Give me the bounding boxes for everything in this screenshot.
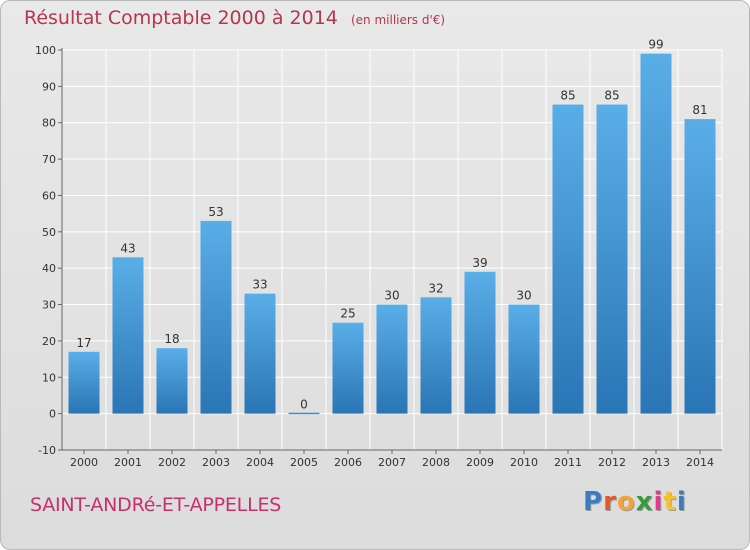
bar-2002 [156, 348, 188, 414]
data-label: 30 [516, 289, 531, 303]
x-tick-label: 2003 [202, 456, 230, 469]
bars [68, 53, 716, 415]
data-label: 81 [692, 103, 707, 117]
bar-2001 [112, 257, 144, 414]
logo-letter: P [583, 487, 604, 517]
x-tick-label: 2014 [686, 456, 714, 469]
x-tick-label: 2000 [70, 456, 98, 469]
data-label: 85 [560, 89, 575, 103]
y-tick-label: 30 [42, 299, 56, 312]
logo-letter: x [635, 487, 654, 517]
x-tick-label: 2013 [642, 456, 670, 469]
bar-2011 [552, 104, 584, 414]
data-label: 33 [252, 278, 267, 292]
data-label: 32 [428, 281, 443, 295]
data-label: 85 [604, 89, 619, 103]
bar-2000 [68, 351, 100, 414]
y-tick-label: 70 [42, 153, 56, 166]
bar-2009 [464, 271, 496, 414]
x-tick-label: 2002 [158, 456, 186, 469]
chart-title-block: Résultat Comptable 2000 à 2014 (en milli… [24, 7, 445, 29]
x-tick-label: 2004 [246, 456, 274, 469]
data-label: 0 [300, 398, 308, 412]
data-label: 25 [340, 307, 355, 321]
y-tick-label: 60 [42, 189, 56, 202]
logo-letter: t [663, 487, 677, 517]
commune-name: SAINT-ANDRé-ET-APPELLES [30, 494, 282, 516]
y-tick-label: 20 [42, 335, 56, 348]
bar-2007 [376, 304, 408, 414]
y-tick-label: 0 [49, 408, 56, 421]
y-tick-label: 40 [42, 262, 56, 275]
x-tick-label: 2007 [378, 456, 406, 469]
logo-letter: i [676, 487, 687, 517]
data-label: 99 [648, 38, 663, 52]
bar-2012 [596, 104, 628, 414]
x-tick-label: 2010 [510, 456, 538, 469]
bar-2006 [332, 322, 364, 414]
x-tick-label: 2009 [466, 456, 494, 469]
x-tick-label: 2001 [114, 456, 142, 469]
data-labels: 17 43 18 53 33 0 25 30 32 39 30 85 85 99 81 [76, 38, 707, 412]
logo-letter: r [603, 487, 617, 517]
y-tick-label: 80 [42, 117, 56, 130]
bar-2013 [640, 53, 672, 414]
data-label: 39 [472, 256, 487, 270]
data-label: 18 [164, 332, 179, 346]
data-label: 17 [76, 336, 91, 350]
y-tick-label: 50 [42, 226, 56, 239]
axes: -10 0 10 20 30 40 50 60 70 80 90 100 2000 2001 2002 200… [35, 44, 722, 469]
bar-2014 [684, 119, 716, 414]
data-label: 30 [384, 289, 399, 303]
bar-2010 [508, 304, 540, 414]
logo-letter: o [616, 487, 636, 517]
x-tick-label: 2006 [334, 456, 362, 469]
chart-title: Résultat Comptable 2000 à 2014 [24, 7, 338, 29]
data-label: 53 [208, 205, 223, 219]
bar-2008 [420, 297, 452, 414]
y-tick-label: 90 [42, 80, 56, 93]
bar-2004 [244, 293, 276, 414]
bar-2003 [200, 220, 232, 414]
y-tick-label: 100 [35, 44, 56, 57]
proxiti-logo[interactable]: Proxiti [583, 487, 687, 517]
x-tick-label: 2008 [422, 456, 450, 469]
x-tick-label: 2005 [290, 456, 318, 469]
bar-2005 [288, 412, 320, 415]
y-tick-label: 10 [42, 371, 56, 384]
y-tick-label: -10 [38, 444, 56, 457]
x-tick-label: 2011 [554, 456, 582, 469]
chart-subtitle: (en milliers d'€) [350, 13, 446, 27]
logo-letter: i [653, 487, 664, 517]
data-label: 43 [120, 241, 135, 255]
x-tick-label: 2012 [598, 456, 626, 469]
